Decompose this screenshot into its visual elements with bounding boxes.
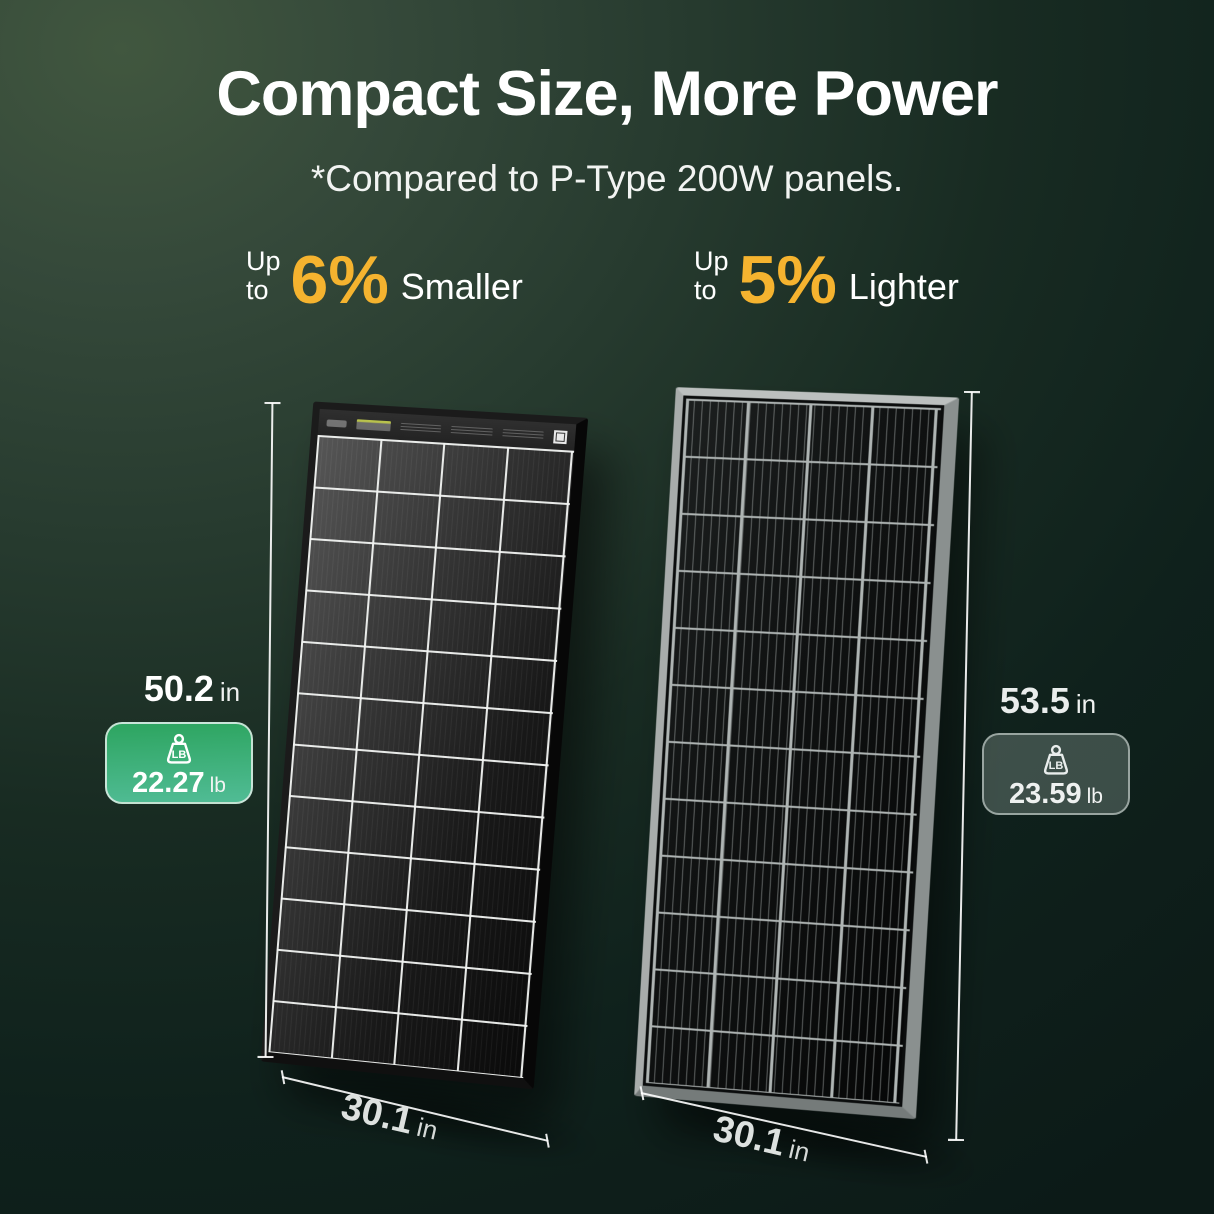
spec-text-blur bbox=[400, 422, 442, 434]
svg-text:LB: LB bbox=[172, 749, 187, 761]
stat-lighter: Up to 5% Lighter bbox=[694, 238, 959, 319]
weight-value: 22.27 lb bbox=[132, 766, 226, 799]
solar-cell-grid bbox=[268, 434, 575, 1079]
weight-value: 23.59 lb bbox=[1009, 777, 1103, 810]
page-title: Compact Size, More Power bbox=[216, 59, 998, 129]
solar-cell-grid bbox=[645, 398, 942, 1104]
stat-value-lighter: 5% bbox=[738, 242, 837, 319]
qr-code bbox=[553, 429, 568, 444]
stat-smaller: Up to 6% Smaller bbox=[246, 238, 523, 319]
cert-icons-blur bbox=[356, 419, 392, 432]
stat-label-smaller: Smaller bbox=[400, 266, 523, 307]
stat-label-lighter: Lighter bbox=[848, 266, 959, 307]
brand-logo-blur bbox=[326, 418, 347, 428]
height-label-right: 53.5 in bbox=[999, 680, 1097, 721]
weight-badge-left: LB 22.27 lb bbox=[105, 722, 253, 804]
height-dimension-line-right bbox=[955, 392, 973, 1140]
spec-text-blur bbox=[450, 425, 493, 438]
page-subtitle: *Compared to P-Type 200W panels. bbox=[310, 158, 904, 199]
stat-value-smaller: 6% bbox=[290, 242, 389, 319]
stat-prefix: Up to bbox=[246, 245, 281, 306]
height-label-left: 50.2 in bbox=[143, 668, 241, 709]
weight-lb-icon: LB bbox=[166, 733, 192, 764]
weight-badge-right: LB 23.59 lb bbox=[982, 733, 1130, 815]
spec-text-blur bbox=[501, 428, 544, 441]
weight-lb-icon: LB bbox=[1043, 744, 1069, 775]
svg-text:LB: LB bbox=[1049, 760, 1064, 772]
solar-panel-compact bbox=[260, 401, 589, 1090]
solar-panel-ptype bbox=[634, 387, 960, 1120]
stat-prefix: Up to bbox=[694, 245, 729, 306]
